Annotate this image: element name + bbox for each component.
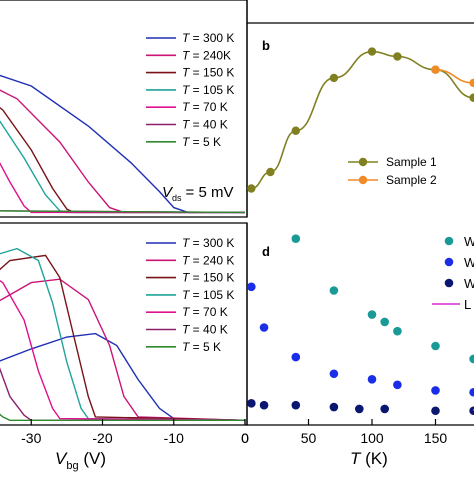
br-series-1-point-2 xyxy=(292,353,301,362)
bl-legend-label-5: T = 40 K xyxy=(182,323,228,337)
bl-legend-label-2: T = 150 K xyxy=(182,271,234,285)
bl-xtick-label-2: -10 xyxy=(164,430,184,446)
bl-legend-label-4: T = 70 K xyxy=(182,305,228,319)
tr-legend-marker-0 xyxy=(359,158,367,166)
bl-xtick-label-1: -20 xyxy=(92,430,112,446)
tl-legend-label-1: T = 240K xyxy=(182,48,231,62)
tr-series-1-point-0 xyxy=(431,66,439,74)
br-xtick-label-2: 100 xyxy=(360,430,384,446)
br-series-2-point-4 xyxy=(355,405,364,414)
tl-legend-label-3: T = 105 K xyxy=(182,83,234,97)
br-series-1-point-1 xyxy=(260,323,269,332)
bl-legend-label-1: T = 240 K xyxy=(182,253,234,267)
br-series-0-point-2 xyxy=(368,310,377,319)
tr-series-0-point-2 xyxy=(292,127,300,135)
tl-legend-label-6: T = 5 K xyxy=(182,135,221,149)
br-series-2-point-3 xyxy=(330,403,339,412)
br-xtick-label-1: 50 xyxy=(301,430,317,446)
br-legend-label-0: W xyxy=(464,234,474,249)
br-legend-label-2: W xyxy=(464,276,474,291)
br-series-0-point-5 xyxy=(431,342,440,351)
br-legend-marker-0 xyxy=(445,237,454,246)
tr-series-0-point-1 xyxy=(266,168,274,176)
br-legend-marker-1 xyxy=(445,258,454,267)
tr-series-0-point-5 xyxy=(393,52,401,60)
br-legend-marker-2 xyxy=(445,279,454,288)
bl-legend-label-6: T = 5 K xyxy=(182,340,221,354)
br-series-0-point-1 xyxy=(330,286,339,295)
br-legend-label-1: W xyxy=(464,255,474,270)
br-series-1-point-3 xyxy=(330,369,339,378)
tr-legend-marker-1 xyxy=(359,176,367,184)
br-series-2-point-6 xyxy=(431,406,440,415)
tr-legend-label-0: Sample 1 xyxy=(386,155,437,169)
tr-series-0-point-4 xyxy=(368,47,376,55)
br-xtick-label-3: 150 xyxy=(424,430,448,446)
br-series-1-point-6 xyxy=(431,386,440,395)
tr-series-0-point-0 xyxy=(247,184,255,192)
tl-legend-label-2: T = 150 K xyxy=(182,66,234,80)
br-xtick-label-0: 0 xyxy=(241,430,249,446)
br-series-0-point-0 xyxy=(292,234,301,243)
tl-legend-label-4: T = 70 K xyxy=(182,100,228,114)
x-axis-label-temperature: T (K) xyxy=(350,449,388,468)
br-series-1-point-0 xyxy=(247,283,256,292)
br-series-0-point-4 xyxy=(393,327,402,336)
tl-legend-label-0: T = 300 K xyxy=(182,31,234,45)
br-series-1-point-4 xyxy=(368,375,377,384)
bl-legend-label-3: T = 105 K xyxy=(182,288,234,302)
br-series-2-point-1 xyxy=(260,401,269,410)
br-series-1-point-5 xyxy=(393,381,402,390)
br-series-2-point-2 xyxy=(292,401,301,410)
tr-series-0-point-3 xyxy=(330,74,338,82)
br-series-2-point-0 xyxy=(247,399,256,408)
tl-legend-label-5: T = 40 K xyxy=(182,118,228,132)
bl-legend-label-0: T = 300 K xyxy=(182,236,234,250)
br-series-0-point-3 xyxy=(380,318,389,327)
panel-label-d: d xyxy=(262,244,270,259)
tr-legend-label-1: Sample 2 xyxy=(386,173,437,187)
panel-label-b: b xyxy=(262,38,270,53)
br-series-2-point-5 xyxy=(380,405,389,414)
br-legend-label-3: L xyxy=(464,297,471,312)
bl-xtick-label-0: -30 xyxy=(21,430,41,446)
